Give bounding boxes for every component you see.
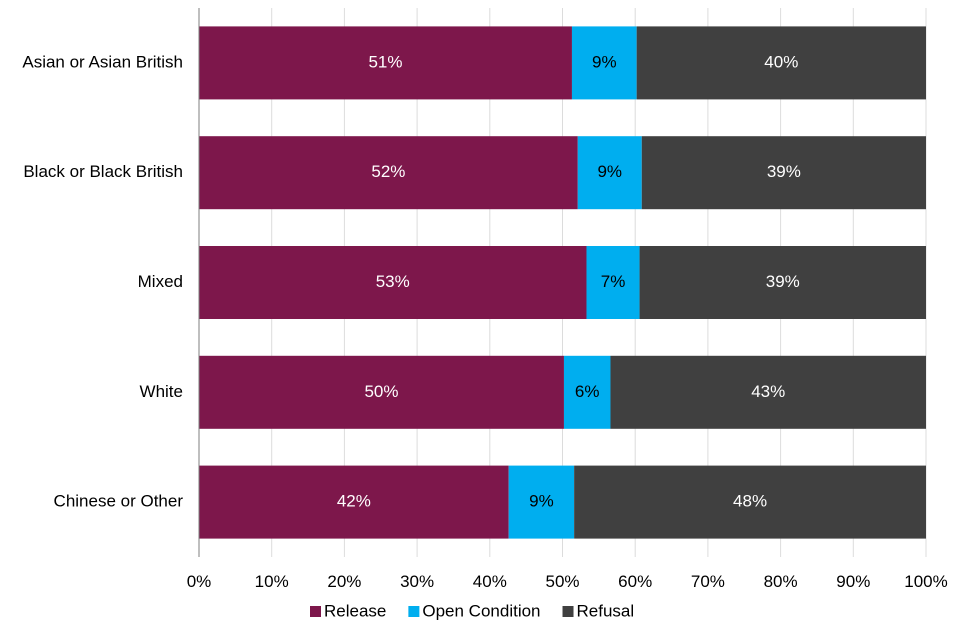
data-label: 9%: [592, 52, 617, 71]
data-label: 39%: [766, 272, 800, 291]
legend-label: Refusal: [577, 601, 635, 620]
data-label: 40%: [764, 52, 798, 71]
bar-segment: [610, 355, 926, 429]
data-label: 51%: [368, 52, 402, 71]
bar-segment: [199, 465, 509, 539]
data-label: 43%: [751, 382, 785, 401]
legend-swatch: [408, 606, 420, 617]
legend-label: Open Condition: [422, 601, 540, 620]
x-tick-label: 90%: [836, 572, 870, 591]
x-tick-label: 10%: [255, 572, 289, 591]
x-tick-label: 20%: [327, 572, 361, 591]
data-label: 53%: [376, 272, 410, 291]
data-label: 50%: [364, 382, 398, 401]
legend-swatch: [310, 606, 321, 617]
legend: Release Open Condition Refusal: [310, 601, 634, 620]
bar-segment: [636, 26, 926, 100]
bar-segment: [199, 246, 587, 319]
bar-segment: [574, 465, 926, 539]
category-label: Asian or Asian British: [22, 52, 183, 71]
data-label: 9%: [597, 162, 622, 181]
bar-segment: [199, 355, 564, 429]
bar-segment: [571, 26, 637, 100]
x-tick-label: 60%: [618, 572, 652, 591]
data-label: 42%: [337, 492, 371, 511]
category-label: Chinese or Other: [54, 492, 184, 511]
category-label: Black or Black British: [23, 162, 183, 181]
x-tick-label: 30%: [400, 572, 434, 591]
bar-segment: [639, 246, 926, 319]
bar-segment: [641, 136, 926, 210]
x-tick-label: 100%: [904, 572, 947, 591]
data-label: 9%: [529, 492, 554, 511]
x-tick-label: 40%: [473, 572, 507, 591]
legend-label: Release: [324, 601, 386, 620]
bar-segment: [563, 355, 611, 429]
bar-segment: [199, 136, 578, 210]
bars: 51% 9% 40% 52% 9% 39% 53% 7% 39% 50% 6% 43% 42% 9% 48%: [199, 26, 926, 539]
data-label: 48%: [733, 492, 767, 511]
category-label: White: [140, 382, 183, 401]
x-tick-label: 80%: [764, 572, 798, 591]
x-tick-label: 70%: [691, 572, 725, 591]
category-label: Mixed: [138, 272, 183, 291]
data-label: 39%: [767, 162, 801, 181]
bar-segment: [508, 465, 575, 539]
x-tick-label: 50%: [545, 572, 579, 591]
bar-segment: [577, 136, 642, 210]
axes: 0% 10% 20% 30% 40% 50% 60% 70% 80% 90% 100% Asian o…: [22, 8, 948, 591]
x-tick-label: 0%: [187, 572, 212, 591]
bar-segment: [199, 26, 572, 100]
bar-segment: [586, 246, 640, 319]
legend-swatch: [562, 606, 574, 617]
data-label: 7%: [601, 272, 626, 291]
data-label: 52%: [371, 162, 405, 181]
data-label: 6%: [575, 382, 600, 401]
